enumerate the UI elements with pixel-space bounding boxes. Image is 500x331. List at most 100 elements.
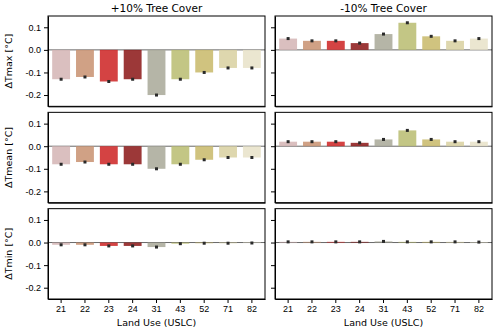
marker	[203, 71, 206, 74]
marker	[227, 66, 230, 69]
title: -10% Tree Cover	[340, 2, 427, 14]
marker	[83, 243, 86, 246]
bars	[48, 241, 265, 248]
marker	[454, 240, 457, 243]
y-tick-label: -0.1	[25, 68, 41, 78]
bar	[398, 241, 416, 243]
bar	[422, 36, 440, 50]
x-axis-line	[49, 106, 266, 107]
y-axis	[271, 17, 276, 107]
plot-frame	[48, 209, 265, 299]
y-axis-line	[48, 17, 49, 107]
bar	[171, 50, 189, 79]
x-axis-title: Land Use (USLC)	[344, 317, 423, 328]
marker	[203, 158, 206, 161]
y-tick	[271, 220, 275, 221]
marker	[83, 75, 86, 78]
bars	[48, 50, 265, 97]
x-tick: 82	[247, 299, 257, 314]
y-tick-mark	[44, 191, 48, 192]
x-tick: 31	[378, 299, 388, 314]
x-axis-line	[276, 203, 493, 204]
x-tick-mark	[478, 299, 479, 303]
y-tick-mark	[271, 191, 275, 192]
bar	[243, 242, 261, 243]
bar	[219, 242, 237, 244]
marker	[227, 242, 230, 245]
x-tick-label: 71	[450, 304, 460, 314]
y-tick-mark	[44, 243, 48, 244]
marker	[250, 241, 253, 244]
x-tick: 24	[128, 299, 138, 314]
marker	[179, 163, 182, 166]
bar	[52, 146, 70, 164]
marker	[382, 33, 385, 36]
bar	[124, 146, 142, 164]
bar	[100, 146, 118, 164]
x-tick: 82	[474, 299, 484, 314]
bars	[275, 129, 492, 146]
plot-frame	[48, 112, 265, 202]
bar	[470, 242, 488, 243]
bar	[148, 146, 166, 169]
marker	[454, 140, 457, 143]
plot-frame	[275, 209, 492, 299]
x-tick-mark	[108, 299, 109, 303]
marker	[477, 241, 480, 244]
marker	[107, 244, 110, 247]
y-tick	[271, 243, 275, 244]
marker	[477, 140, 480, 143]
y-tick-mark	[44, 72, 48, 73]
x-axis: 212223243143527182	[276, 299, 493, 314]
x-tick-label: 24	[128, 304, 138, 314]
y-tick-mark	[271, 72, 275, 73]
marker	[250, 66, 253, 69]
x-tick: 43	[402, 299, 412, 314]
y-tick: -0.1	[25, 261, 48, 271]
y-tick-label: 0.1	[28, 23, 41, 33]
y-axis-line	[48, 113, 49, 203]
panel: -10% Tree Cover	[271, 2, 493, 107]
y-tick-mark	[44, 146, 48, 147]
marker	[310, 39, 313, 42]
x-tick-label: 22	[307, 304, 317, 314]
y-tick-mark	[44, 95, 48, 96]
y-axis-line	[48, 209, 49, 299]
x-tick: 71	[223, 299, 233, 314]
x-axis-line	[49, 203, 266, 204]
x-tick-label: 23	[331, 304, 341, 314]
y-tick-mark	[271, 95, 275, 96]
y-tick-label: 0.0	[28, 238, 41, 248]
panel: 212223243143527182Land Use (USLC)	[271, 209, 493, 328]
y-tick	[271, 191, 275, 192]
y-tick-label: -0.2	[25, 90, 41, 100]
title: +10% Tree Cover	[111, 2, 203, 14]
bar	[243, 50, 261, 68]
marker	[382, 240, 385, 243]
x-axis	[276, 202, 493, 204]
plot-frame	[275, 112, 492, 202]
y-tick-label: 0.1	[28, 215, 41, 225]
panel: -0.2-0.10.00.1ΔTmean [°C]	[3, 112, 266, 203]
bar	[195, 146, 213, 160]
marker	[203, 242, 206, 245]
x-tick-mark	[455, 299, 456, 303]
bar	[148, 50, 166, 95]
y-tick: 0.0	[28, 238, 48, 248]
marker	[382, 138, 385, 141]
x-tick: 43	[175, 299, 185, 314]
y-tick: -0.2	[25, 90, 48, 100]
marker	[430, 138, 433, 141]
x-axis	[49, 106, 266, 108]
marker	[406, 21, 409, 24]
y-tick-mark	[271, 169, 275, 170]
x-tick-label: 43	[175, 304, 185, 314]
x-tick: 22	[307, 299, 317, 314]
y-tick: -0.2	[25, 187, 48, 197]
x-tick-label: 52	[426, 304, 436, 314]
y-tick-label: -0.1	[25, 164, 41, 174]
y-tick: 0.1	[28, 215, 48, 225]
y-tick: 0.0	[28, 45, 48, 55]
marker	[334, 39, 337, 42]
marker	[287, 140, 290, 143]
